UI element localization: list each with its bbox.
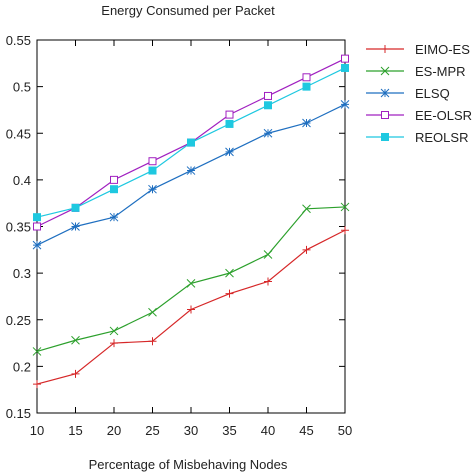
series-elsq (32, 99, 350, 250)
data-point (148, 307, 157, 317)
data-point (33, 222, 41, 231)
data-point (341, 54, 349, 63)
data-point (32, 240, 42, 250)
x-tick-label: 45 (299, 423, 313, 438)
data-point (263, 128, 273, 138)
legend-marker (381, 45, 389, 53)
data-point (148, 166, 157, 175)
data-point (148, 337, 157, 346)
x-tick-label: 25 (145, 423, 159, 438)
data-point (264, 91, 272, 100)
data-point (187, 305, 195, 314)
data-point (109, 326, 119, 336)
data-point (225, 110, 234, 119)
data-point (302, 82, 311, 91)
legend-marker (381, 133, 389, 141)
x-tick-label: 40 (261, 423, 275, 438)
series-reolsr (33, 63, 349, 222)
x-tick-label: 15 (68, 423, 82, 438)
data-point (32, 347, 42, 356)
legend-item: EIMO-ES (366, 42, 470, 57)
data-point (110, 339, 118, 348)
data-point (340, 202, 350, 212)
y-tick-label: 0.15 (6, 406, 31, 421)
data-point (186, 166, 196, 175)
legend-label: ELSQ (415, 86, 450, 101)
data-point (225, 147, 234, 157)
data-point (71, 203, 80, 212)
data-point (340, 99, 350, 109)
series-es-mpr (32, 202, 350, 356)
data-point (186, 279, 196, 288)
legend-marker (381, 111, 389, 119)
x-axis-label: Percentage of Misbehaving Nodes (89, 457, 288, 472)
legend-marker (380, 66, 390, 76)
data-point (264, 277, 272, 286)
x-tick-label: 50 (338, 423, 352, 438)
data-point (225, 119, 234, 128)
data-point (225, 289, 234, 298)
y-tick-label: 0.55 (6, 33, 31, 48)
y-tick-label: 0.2 (13, 359, 31, 374)
data-point (71, 369, 80, 378)
legend-label: REOLSR (415, 130, 468, 145)
x-tick-label: 30 (184, 423, 198, 438)
data-point (341, 63, 349, 72)
y-tick-label: 0.5 (13, 80, 31, 95)
series-eimo-es (33, 226, 349, 389)
plot-frame (36, 39, 346, 414)
data-point (225, 268, 234, 278)
data-point (33, 213, 41, 222)
data-point (33, 380, 41, 389)
y-tick-label: 0.45 (6, 126, 31, 141)
legend-item: EE-OLSR (366, 108, 472, 123)
legend-label: ES-MPR (415, 64, 466, 79)
legend-label: EIMO-ES (415, 42, 470, 57)
data-point (148, 184, 157, 194)
data-point (109, 212, 119, 222)
data-point (264, 101, 272, 110)
data-point (302, 245, 311, 254)
data-point (302, 73, 311, 82)
data-point (71, 335, 80, 345)
legend-item: ES-MPR (366, 64, 466, 79)
data-point (148, 157, 157, 166)
data-point (187, 138, 195, 147)
x-tick-label: 20 (107, 423, 121, 438)
x-tick-label: 10 (30, 423, 44, 438)
y-tick-label: 0.35 (6, 220, 31, 235)
chart-title: Energy Consumed per Packet (101, 3, 275, 18)
y-tick-label: 0.3 (13, 266, 31, 281)
data-point (71, 222, 80, 231)
y-tick-label: 0.25 (6, 313, 31, 328)
legend-item: REOLSR (366, 130, 468, 145)
legend-label: EE-OLSR (415, 108, 472, 123)
data-point (341, 226, 349, 235)
legend-marker (380, 88, 390, 98)
series-line (36, 103, 346, 246)
data-point (110, 175, 118, 184)
data-point (302, 204, 311, 214)
data-point (302, 118, 311, 128)
data-point (263, 250, 273, 259)
y-tick-label: 0.4 (13, 173, 31, 188)
data-point (110, 185, 118, 194)
series-line (36, 206, 346, 353)
legend-item: ELSQ (366, 86, 450, 101)
x-tick-label: 35 (222, 423, 236, 438)
